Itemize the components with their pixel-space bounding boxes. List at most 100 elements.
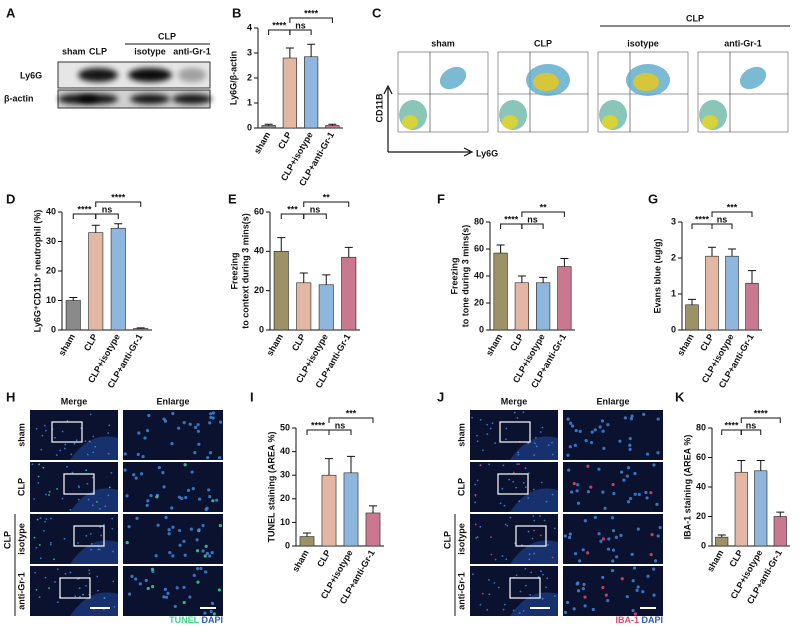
cell-dot [628, 437, 632, 441]
cell-dot [501, 487, 504, 490]
cell-dot [207, 488, 211, 492]
cell-dot [154, 554, 158, 558]
cell-dot [563, 534, 567, 538]
cell-dot [517, 453, 520, 456]
significance-bracket [303, 201, 350, 207]
cell-dot [610, 516, 615, 520]
cell-dot [606, 547, 611, 551]
cell-dot [517, 451, 520, 454]
significance-label: ns [310, 204, 321, 214]
y-tick-label: 0 [479, 324, 484, 334]
y-tick-label: 3 [247, 47, 252, 57]
cell-dot [611, 559, 615, 563]
significance-label: ns [295, 20, 306, 30]
x-tick-label: sham [675, 332, 695, 357]
cell-dot [48, 587, 50, 590]
significance-bracket [289, 17, 333, 23]
cell-dot [537, 576, 540, 578]
cell-dot [63, 447, 66, 450]
cell-dot [503, 504, 506, 507]
cell-dot [528, 553, 531, 556]
cell-dot [593, 428, 597, 432]
cell-dot [82, 593, 84, 596]
cell-dot [164, 595, 169, 599]
cell-dot [581, 548, 585, 552]
significance-bracket [521, 223, 544, 229]
cell-dot [193, 425, 198, 430]
cell-dot [474, 483, 477, 486]
cell-dot [69, 571, 72, 574]
cell-dot [541, 426, 544, 429]
zoom-box [73, 525, 105, 547]
cell-dot [135, 516, 139, 521]
cell-dot [208, 554, 212, 558]
cell-dot [177, 426, 181, 430]
stain-legend: TUNEL DAPI [169, 615, 223, 625]
cell-dot [137, 431, 141, 435]
column-label: Enlarge [596, 396, 629, 406]
cell-dot [211, 499, 215, 503]
cell-dot [601, 429, 605, 433]
cell-dot [53, 558, 55, 561]
cell-dot [494, 442, 497, 444]
cell-dot [63, 537, 66, 540]
cell-dot [146, 499, 150, 503]
cell-dot [134, 476, 138, 480]
bar [715, 536, 729, 547]
cell-dot [182, 600, 186, 605]
band-label: Ly6G [20, 70, 42, 80]
cell-dot [156, 523, 160, 527]
micrograph [563, 410, 663, 460]
cell-dot [151, 585, 155, 589]
cell-dot [497, 586, 500, 589]
cell-dot [167, 528, 171, 532]
panel-letter: A [6, 5, 16, 20]
cell-dot [631, 608, 635, 613]
cell-dot [195, 549, 200, 553]
y-tick-label: 1 [247, 97, 252, 107]
cell-dot [584, 439, 588, 443]
cell-dot [515, 574, 518, 577]
significance-label: **** [695, 214, 710, 224]
cell-dot [620, 577, 624, 581]
cell-dot [530, 571, 533, 574]
cell-dot [566, 417, 570, 421]
cell-dot [567, 468, 571, 472]
cell-dot [476, 536, 479, 538]
cell-dot [211, 411, 216, 415]
group-label: CLP [686, 13, 704, 23]
cell-dot [64, 443, 67, 446]
cell-dot [644, 490, 648, 495]
zoom-box [59, 577, 91, 599]
cell-dot [188, 422, 192, 426]
cell-dot [625, 595, 629, 599]
error-bar [325, 458, 333, 476]
lane-label: sham [62, 46, 86, 56]
y-tick-label: 0 [671, 324, 676, 334]
cell-dot [512, 609, 515, 612]
cell-dot [89, 532, 92, 535]
cell-dot [184, 495, 188, 500]
error-bar [517, 275, 526, 283]
cell-dot [71, 471, 74, 474]
plot-label: isotype [627, 38, 659, 48]
cell-dot [576, 501, 581, 505]
cell-dot [111, 527, 114, 530]
cell-dot [569, 421, 573, 425]
cell-dot [89, 413, 92, 416]
cell-dot [524, 467, 527, 470]
cell-dot [531, 537, 534, 540]
cell-dot [474, 501, 477, 504]
bar [773, 516, 787, 547]
cell-dot [90, 542, 93, 545]
cell-dot [611, 548, 616, 552]
cell-dot [515, 486, 518, 489]
error-bar [737, 459, 746, 473]
tissue-band [510, 592, 558, 616]
error-bar [748, 270, 756, 284]
cell-dot [195, 567, 200, 571]
error-bar [728, 248, 736, 257]
cell-dot [589, 485, 593, 489]
cell-dot [112, 550, 114, 553]
